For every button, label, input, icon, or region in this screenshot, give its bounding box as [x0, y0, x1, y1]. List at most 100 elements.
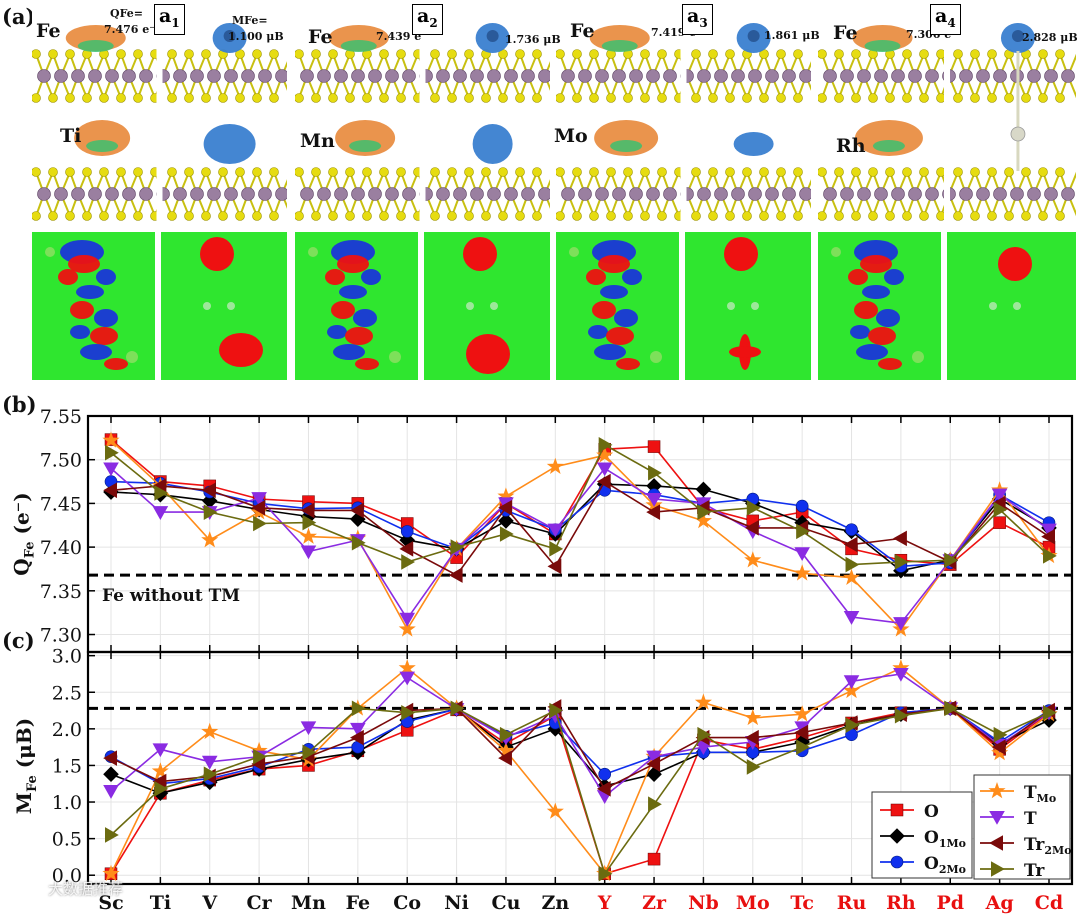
spin-map-a4-svg [989, 247, 1032, 310]
molybdenum-atom [487, 69, 501, 83]
q-value-a1: 7.476 e⁻ [104, 23, 156, 36]
sulfur-atom [133, 49, 143, 59]
sulfur-atom [396, 167, 406, 177]
density-blob [337, 255, 369, 273]
sulfur-atom [793, 49, 803, 59]
point-T-V [201, 755, 218, 770]
point-O2Mo-Y [598, 767, 611, 781]
x-category-label: Sc [98, 892, 123, 914]
point-O2Mo-Tc [795, 499, 809, 513]
sulfur-atom [902, 49, 912, 59]
point-Tr-Y [598, 865, 613, 882]
point-Tr-Fe [351, 700, 366, 717]
point-T-Ru [843, 675, 860, 690]
molybdenum-atom [1044, 69, 1058, 83]
charge-lobe [601, 40, 638, 52]
point-TMo-V [201, 531, 219, 548]
molybdenum-atom [993, 187, 1007, 201]
sulfur-atom [311, 167, 321, 177]
sulfur-atom [396, 49, 406, 59]
sulfur-atom [556, 167, 565, 177]
density-blob [884, 269, 904, 285]
sulfur-atom [379, 211, 389, 221]
point-Tr-Tc [796, 523, 810, 540]
charge-map-a4 [818, 232, 941, 380]
m-value-a3: 1.861 μB [764, 29, 820, 42]
y-tick-label: 7.55 [40, 406, 82, 428]
molybdenum-atom [908, 69, 922, 83]
sulfur-atom [589, 49, 599, 59]
point-Tr-Cd [1043, 704, 1057, 721]
molybdenum-atom [646, 69, 660, 83]
spin-map-a1-svg [200, 237, 263, 367]
point-Tr-Mo [746, 759, 761, 775]
sulfur-atom [99, 93, 109, 103]
point-Tr-Co [401, 554, 416, 570]
molybdenum-atom [663, 187, 677, 201]
sulfur-atom [1038, 167, 1048, 177]
molybdenum-atom [976, 187, 990, 201]
charge-lobe [86, 140, 119, 152]
charge-map-a3-svg [569, 240, 662, 370]
sulfur-atom [201, 211, 211, 221]
x-category-label: Fe [346, 892, 371, 914]
sulfur-atom [133, 211, 143, 221]
molybdenum-atom [612, 69, 626, 83]
molybdenum-atom [521, 187, 535, 201]
legend-box-1 [871, 791, 973, 879]
sulfur-atom [902, 93, 912, 103]
molybdenum-atom [959, 69, 973, 83]
legend-marker-Tr2Mo [989, 835, 1003, 851]
point-T-Rh [893, 667, 909, 682]
x-category-label: Nb [688, 892, 719, 914]
series-line-Tr2Mo [110, 705, 1050, 790]
y-tick-label: 2.5 [52, 682, 82, 704]
series-line-O2Mo [110, 707, 1050, 785]
sulfur-atom [1055, 49, 1065, 59]
sulfur-atom [1038, 49, 1048, 59]
structure-tile-a4 [818, 6, 1076, 226]
point-TMo-Cr [250, 741, 268, 759]
molybdenum-atom [122, 69, 136, 83]
molybdenum-atom [241, 187, 255, 201]
sulfur-atom [295, 49, 304, 59]
point-Tr-Mn [302, 744, 317, 761]
sulfur-atom [885, 93, 895, 103]
spin-map-a2-svg [463, 237, 510, 374]
series-line-Tr [110, 443, 1050, 566]
point-Tr2Mo-Y [596, 473, 611, 490]
charge-map-a1-svg [45, 240, 138, 370]
point-T-Nb [695, 741, 712, 755]
sulfur-atom [970, 93, 980, 103]
point-Tr-Ag [993, 501, 1008, 518]
point-T-Tc [794, 547, 810, 562]
sulfur-atom [902, 211, 912, 221]
sulfur-atom [834, 211, 844, 221]
point-Tr2Mo-Cd [1041, 528, 1055, 545]
sulfur-atom [269, 49, 279, 59]
molybdenum-atom [823, 187, 837, 201]
y-tick-label: 2.0 [52, 719, 82, 741]
sulfur-atom [32, 211, 41, 221]
panel-b-label: (b) [2, 392, 37, 417]
point-Tr2Mo-Sc [103, 750, 117, 766]
sulfur-atom [987, 211, 997, 221]
point-Tr-Cr [253, 515, 267, 532]
sulfur-atom [885, 167, 895, 177]
sulfur-atom [640, 49, 650, 59]
series-line-T [110, 673, 1050, 798]
point-Tr-Ru [845, 556, 860, 573]
x-category-label: Mo [736, 892, 770, 914]
point-O1Mo-Nb [695, 481, 712, 498]
molybdenum-atom [351, 187, 365, 201]
structure-tile-a2 [295, 6, 550, 226]
sulfur-atom [65, 93, 75, 103]
molybdenum-atom [241, 69, 255, 83]
tag-a2: a2 [412, 4, 443, 35]
legend-marker-Tr [991, 861, 1005, 877]
molybdenum-atom [105, 187, 119, 201]
molybdenum-atom [487, 187, 501, 201]
spin-map-a4 [947, 232, 1076, 380]
sulfur-atom [430, 49, 440, 59]
sulfur-atom [32, 49, 41, 59]
